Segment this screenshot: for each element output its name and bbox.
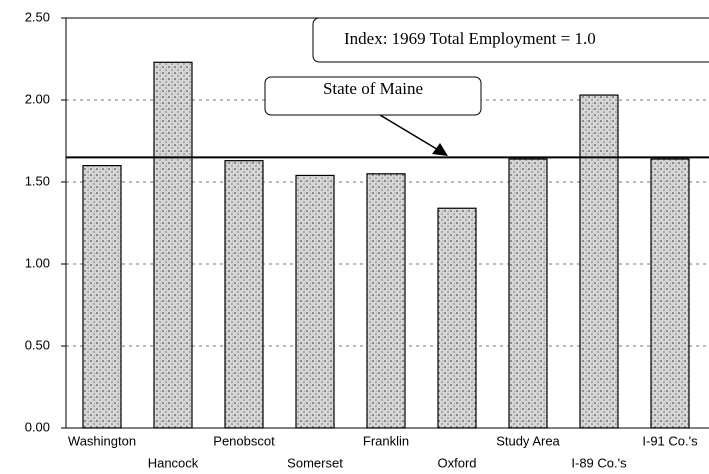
- x-tick-label: Hancock: [148, 455, 199, 470]
- y-tick-label: 2.00: [25, 91, 50, 106]
- annotation: Index: 1969 Total Employment = 1.0: [344, 29, 596, 48]
- y-tick-label: 0.00: [25, 419, 50, 434]
- arrow-head: [432, 143, 448, 156]
- bar: [224, 160, 264, 429]
- bar: [437, 207, 477, 429]
- bar: [508, 158, 548, 429]
- x-tick-label: Study Area: [496, 433, 560, 448]
- y-tick-label: 2.50: [25, 9, 50, 24]
- annotation-box: [312, 17, 709, 63]
- x-tick-label: Somerset: [287, 455, 343, 470]
- y-tick-label: 1.00: [25, 255, 50, 270]
- bar: [153, 61, 193, 429]
- annotations: Index: 1969 Total Employment = 1.0 State…: [264, 17, 709, 156]
- bar: [366, 173, 406, 429]
- x-tick-label: Franklin: [363, 433, 409, 448]
- x-tick-label: Washington: [68, 433, 136, 448]
- callout-arrow: [379, 114, 441, 152]
- y-tick-label: 0.50: [25, 337, 50, 352]
- bar: [579, 94, 619, 429]
- x-tick-label: Penobscot: [213, 433, 275, 448]
- bar: [650, 158, 690, 429]
- x-tick-label: I-91 Co.'s: [642, 433, 698, 448]
- x-tick-label: Oxford: [437, 455, 476, 470]
- reference-label: State of Maine: [323, 79, 423, 98]
- callout-box: [264, 76, 482, 116]
- y-tick-label: 1.50: [25, 173, 50, 188]
- bar: [295, 174, 335, 429]
- x-tick-label: I-89 Co.'s: [571, 455, 627, 470]
- bar: [82, 165, 122, 429]
